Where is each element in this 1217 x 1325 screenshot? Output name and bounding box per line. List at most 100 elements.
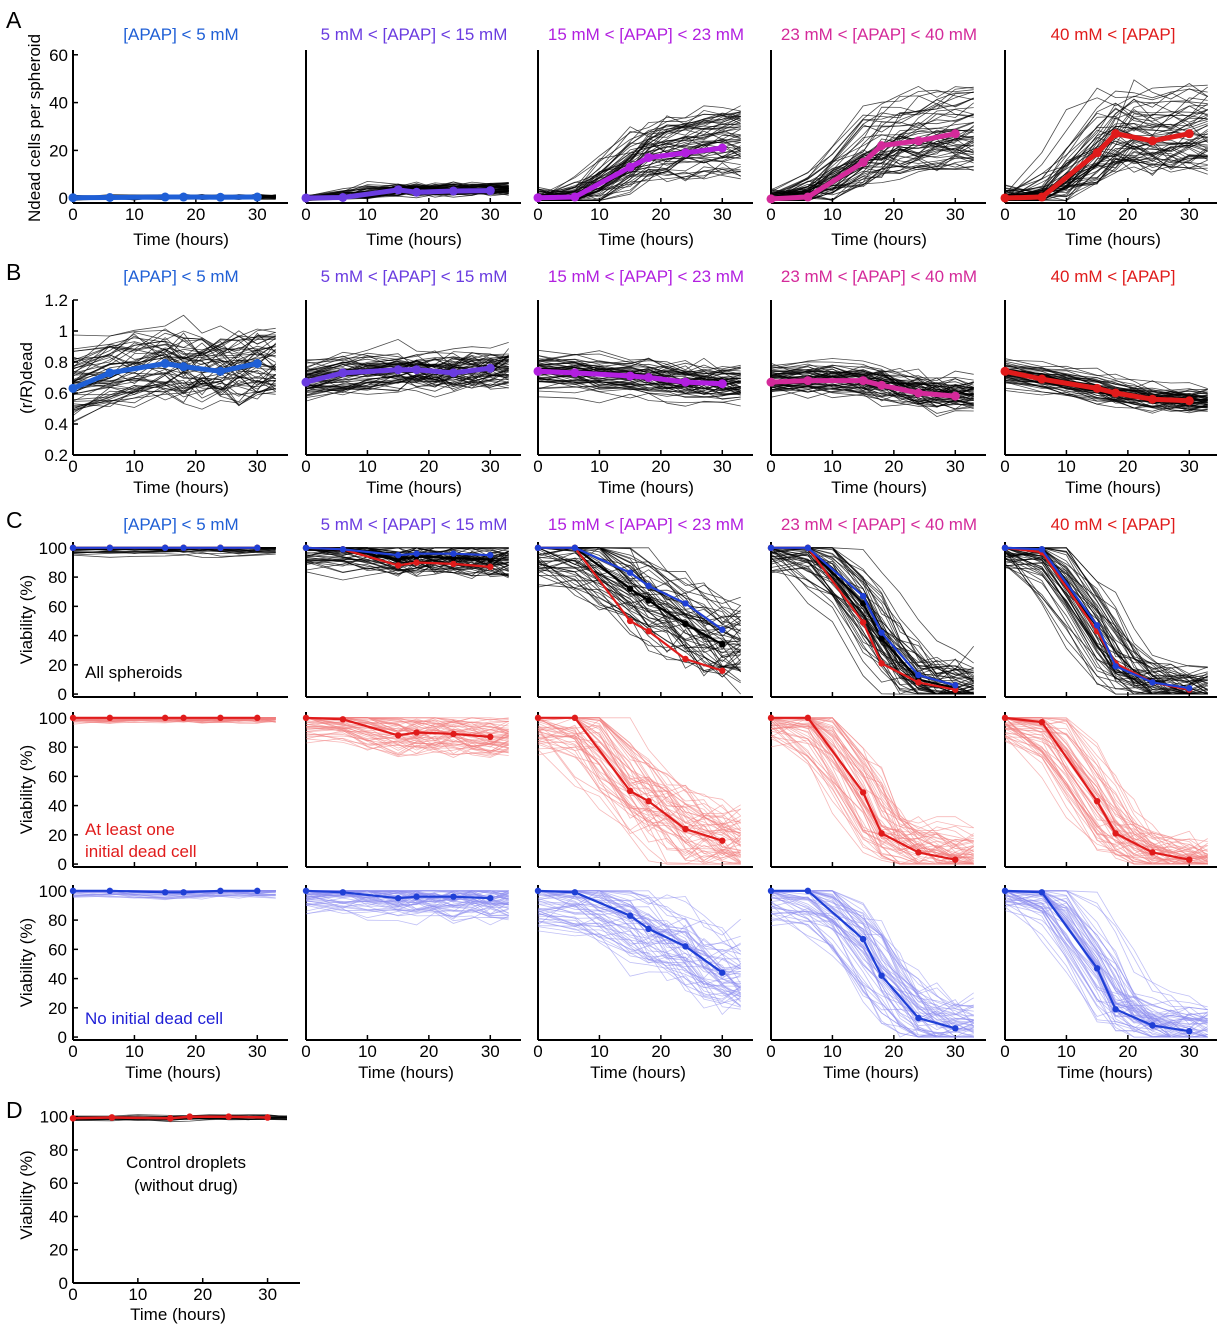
panel-c-mean-point [534, 714, 542, 722]
trajectory-line [72, 370, 276, 392]
trajectory-line [537, 375, 741, 400]
x-axis-label: Time (hours) [366, 230, 462, 249]
panel-c-mean-point [682, 655, 689, 663]
panel-c-mean-point [450, 554, 457, 562]
panel-a-plot-1: [APAP] < 5 mM 0 10 20 30 0 20 40 60 Time (hours) [49, 25, 288, 249]
trajectory-line [72, 332, 276, 356]
trajectory-line [72, 371, 276, 396]
panel-b-mean-point [1092, 383, 1102, 393]
y-axis-label: (r/R)dead [17, 342, 36, 414]
trajectory-line [1004, 547, 1208, 691]
panel-c-mean-point [1093, 965, 1101, 972]
trajectory-line [770, 717, 974, 847]
panel-b-mean-point [644, 373, 654, 382]
trajectory-line [72, 719, 276, 724]
panel-a-mean-point [1000, 193, 1010, 203]
x-axis-label: Time (hours) [130, 1305, 226, 1324]
panel-a-mean-point [252, 192, 262, 202]
panel-c-mean-point [804, 544, 812, 552]
trajectory-line [72, 334, 276, 364]
trajectory-line [770, 159, 974, 194]
y-tick-label: 0.6 [44, 384, 68, 403]
trajectory-line [537, 548, 741, 650]
x-tick-label: 0 [533, 205, 542, 224]
trajectory-line [1004, 890, 1208, 1022]
trajectory-line [305, 547, 509, 564]
panel-c-mean-point [1038, 546, 1046, 553]
x-tick-label: 10 [590, 1042, 609, 1061]
trajectory-line [1005, 717, 1208, 849]
panel-c-mean-point [915, 679, 922, 686]
panel-c-mean-point [626, 569, 634, 576]
trajectory-line [538, 717, 741, 824]
panel-c-plot-r3-c3: 0 10 20 30 Time (hours) [533, 885, 753, 1082]
trajectory-line [537, 140, 741, 201]
panel-b-plot-5: 40 mM < [APAP] 0 10 20 30 Time (hours) [1000, 267, 1217, 497]
panel-c-mean-point [804, 714, 812, 722]
trajectory-line [537, 743, 741, 865]
panel-c-mean-point [394, 732, 402, 739]
panel-a-plot-3: 15 mM < [APAP] < 23 mM 0 10 20 30 Time (hours… [533, 25, 753, 249]
x-tick-label: 10 [1057, 457, 1076, 476]
trajectory-line [72, 892, 276, 899]
panel-c-mean-line [1004, 546, 1190, 690]
trajectory-line [537, 547, 741, 631]
trajectory-line [305, 717, 509, 736]
x-tick-label: 10 [125, 1042, 144, 1061]
panel-c-mean-point [952, 686, 959, 693]
trajectory-line [770, 547, 974, 695]
trajectory-line [305, 723, 509, 747]
panel-c-mean-point [450, 730, 457, 738]
panel-c-mean-point [534, 544, 542, 552]
y-tick-label: 1.2 [44, 291, 68, 310]
x-tick-label: 20 [419, 205, 438, 224]
panel-c-mean-point [878, 972, 885, 979]
x-axis-label: Time (hours) [1057, 1063, 1153, 1082]
trajectory-line [771, 890, 974, 1007]
trajectory-line [1004, 109, 1208, 202]
trajectory-line [72, 552, 276, 558]
panel-b-mean-point [1147, 394, 1157, 404]
panel-b-title: 15 mM < [APAP] < 23 mM [548, 267, 744, 286]
trajectory-line [1005, 547, 1208, 685]
trajectory-line [537, 123, 741, 200]
panel-c-mean-point [487, 551, 494, 559]
panel-b-mean-line [537, 368, 723, 387]
panel-c-mean-line [1004, 716, 1190, 861]
x-tick-label: 10 [1057, 205, 1076, 224]
panel-b-mean-point [877, 380, 887, 390]
trajectory-line [1004, 375, 1208, 412]
y-tick-label: 60 [49, 1174, 68, 1193]
trajectory-line [72, 331, 276, 366]
panel-c-mean-point [413, 550, 420, 557]
trajectory-line [72, 351, 276, 382]
panel-c-mean-point [339, 716, 347, 723]
panel-c-mean-point [682, 620, 689, 628]
y-tick-label: 0 [58, 855, 67, 874]
panel-c-title: [APAP] < 5 mM [123, 515, 238, 534]
y-tick-label: 100 [39, 709, 67, 728]
panel-c-mean-point [859, 619, 867, 626]
x-axis-label: Time (hours) [125, 1063, 221, 1082]
x-tick-label: 20 [186, 1042, 205, 1061]
x-tick-label: 0 [766, 1042, 775, 1061]
x-tick-label: 30 [946, 1042, 965, 1061]
trajectory-line [1005, 547, 1208, 679]
panel-c-mean-point [69, 714, 77, 722]
trajectory-line [770, 890, 974, 1038]
panel-label-b: B [6, 259, 21, 285]
trajectory-line [1004, 733, 1208, 865]
x-tick-label: 20 [419, 457, 438, 476]
trajectory-line [537, 725, 741, 848]
panel-c-mean-line [537, 889, 723, 974]
trajectory-line [537, 899, 741, 994]
panel-b-mean-point [803, 376, 813, 386]
trajectory-line [770, 717, 974, 862]
panel-b-mean-point [338, 368, 348, 378]
panel-a-mean-point [913, 136, 923, 146]
trajectory-line [537, 925, 741, 1010]
panel-c-mean-point [339, 889, 347, 896]
y-axis-label: Viability (%) [17, 1150, 36, 1239]
x-tick-label: 20 [186, 457, 205, 476]
trajectory-line [537, 128, 741, 202]
